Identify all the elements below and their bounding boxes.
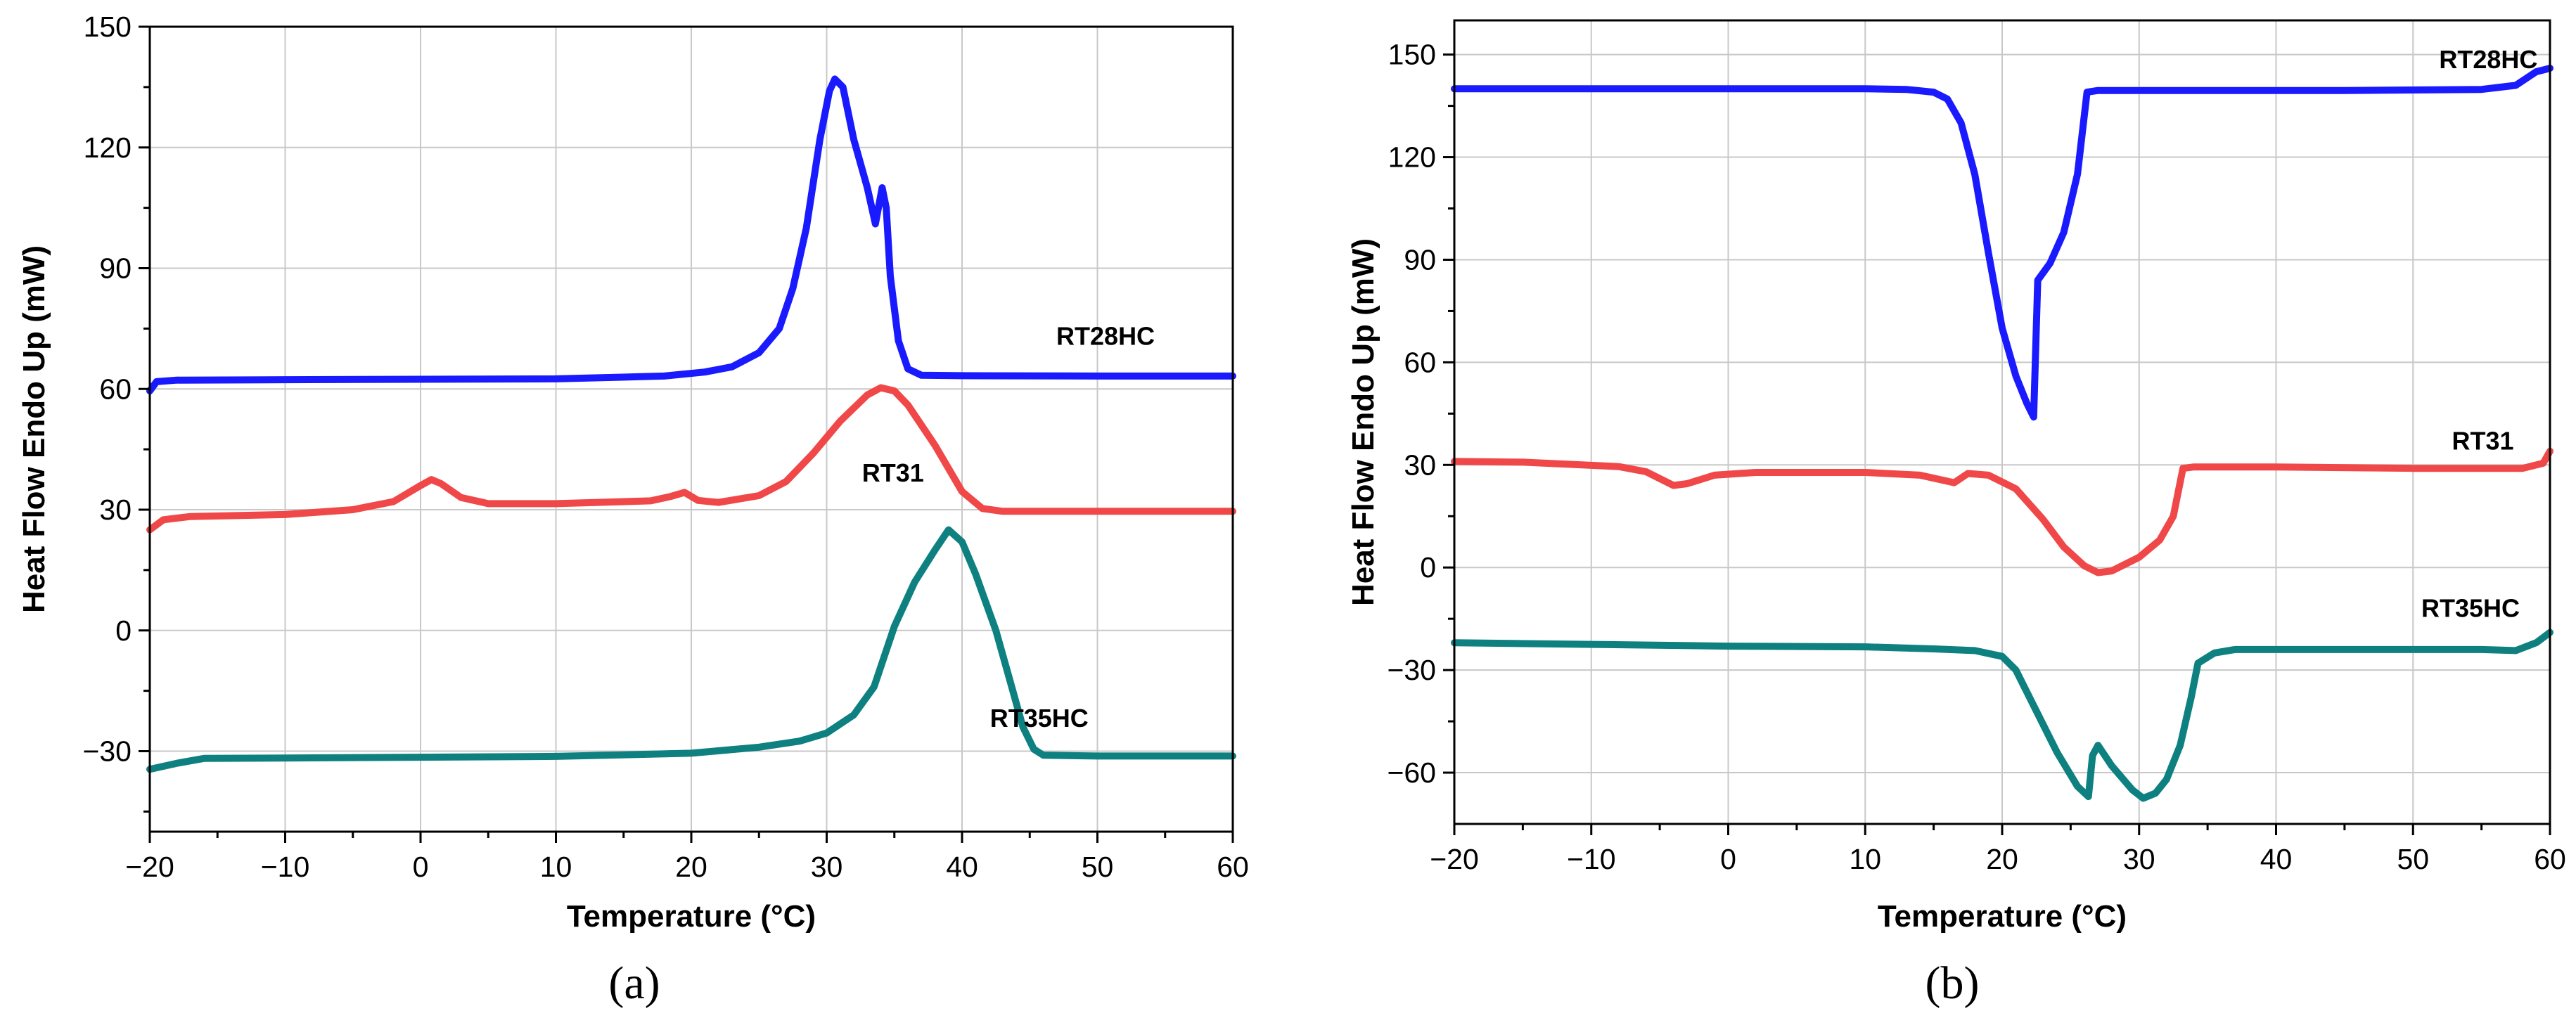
y-tick-label: −30: [82, 735, 132, 768]
series-line-rt28hc: [146, 75, 1236, 395]
series-label-rt35hc: RT35HC: [990, 704, 1089, 733]
x-tick-label: 10: [540, 851, 572, 883]
x-tick-label: 30: [2123, 843, 2155, 875]
x-tick-label: 60: [1217, 851, 1249, 883]
x-tick-label: 0: [1720, 843, 1736, 875]
x-tick-label: 20: [1986, 843, 2018, 875]
chart-panel-a: −20 −10 0 10 20 30 40 50 60 −30 0 30 60 90 120 150 RT28H…: [17, 11, 1249, 1009]
panel-label-b: (b): [1925, 958, 1980, 1009]
series-line-rt35hc: [1451, 628, 2553, 802]
x-tick-label: 40: [946, 851, 978, 883]
x-tick-label: 60: [2534, 843, 2566, 875]
y-tick-label: 0: [1420, 551, 1436, 584]
series-label-rt28hc: RT28HC: [1056, 321, 1155, 350]
x-axis-title-b: Temperature (°C): [1878, 899, 2127, 934]
y-tick-label: 90: [1404, 243, 1436, 276]
y-axis-title-b: Heat Flow Endo Up (mW): [1346, 238, 1380, 606]
y-tick-label: −30: [1387, 654, 1436, 686]
y-tick-label: 90: [99, 252, 132, 285]
x-tick-label: −20: [1430, 843, 1479, 875]
series-line-rt28hc: [1451, 65, 2553, 421]
panel-label-a: (a): [608, 958, 660, 1009]
y-tick-label: 0: [115, 614, 132, 647]
series-label-rt31: RT31: [862, 458, 924, 487]
y-tick-label: 150: [84, 11, 132, 43]
x-tick-label: −10: [1567, 843, 1616, 875]
y-tick-label: 150: [1388, 39, 1436, 71]
y-tick-label: 30: [1404, 449, 1436, 481]
y-axis-title-a: Heat Flow Endo Up (mW): [17, 245, 51, 613]
x-tick-label: 10: [1849, 843, 1881, 875]
x-tick-label: 40: [2260, 843, 2293, 875]
y-tick-label: 60: [99, 373, 132, 405]
x-tick-label: −20: [125, 851, 174, 883]
series-line-rt31: [146, 384, 1236, 534]
y-tick-label: 120: [1388, 141, 1436, 174]
series-line-rt31: [1451, 447, 2553, 576]
series-label-rt31: RT31: [2452, 426, 2514, 455]
series-label-rt28hc: RT28HC: [2439, 45, 2537, 74]
y-tick-label: 120: [84, 131, 132, 164]
series-label-rt35hc: RT35HC: [2421, 594, 2520, 623]
y-tick-label: −60: [1387, 756, 1436, 789]
chart-panel-b: −20 −10 0 10 20 30 40 50 60 −60 −30 0 30 60 90 120 150 RT…: [1346, 19, 2566, 1009]
x-tick-label: −10: [261, 851, 310, 883]
y-tick-label: 30: [99, 494, 132, 526]
x-tick-label: 0: [413, 851, 429, 883]
x-tick-label: 50: [2397, 843, 2429, 875]
series-line-rt35hc: [146, 526, 1236, 773]
x-axis-title-a: Temperature (°C): [567, 899, 816, 934]
y-tick-label: 60: [1404, 346, 1436, 378]
x-tick-label: 20: [675, 851, 707, 883]
x-tick-label: 50: [1082, 851, 1114, 883]
x-tick-label: 30: [811, 851, 843, 883]
